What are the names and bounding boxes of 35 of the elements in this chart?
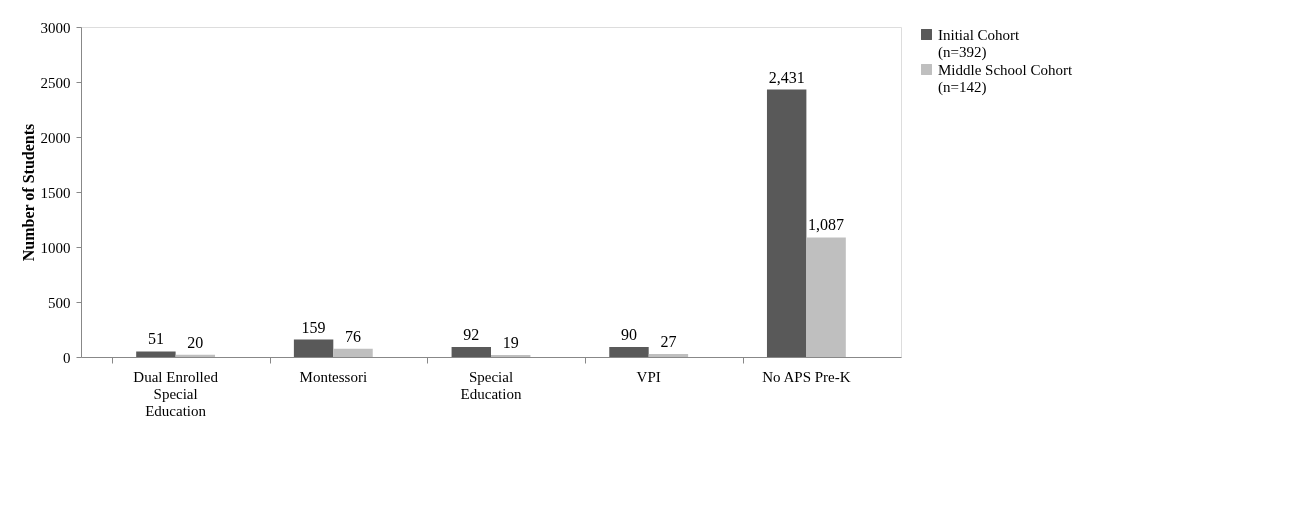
data-label: 159	[301, 318, 326, 336]
x-tick-label: VPI	[636, 368, 661, 385]
bar	[136, 351, 176, 357]
bar	[806, 237, 846, 357]
data-label: 2,431	[768, 68, 805, 86]
x-tick-label: Special Education	[460, 368, 522, 402]
bar	[609, 347, 649, 357]
legend-label: Initial Cohort (n=392)	[938, 26, 1021, 61]
bar	[293, 339, 334, 357]
data-label: 76	[345, 327, 362, 345]
y-tick-label: 0	[63, 349, 71, 366]
bar	[333, 348, 373, 357]
bar	[175, 354, 216, 357]
y-tick-label: 500	[48, 294, 71, 311]
x-tick-label: No APS Pre-K	[762, 368, 851, 385]
bar	[491, 354, 531, 357]
x-tick-label: Dual Enrolled Special Education	[133, 368, 219, 419]
y-tick-label: 1000	[40, 239, 71, 256]
bar	[648, 354, 689, 357]
data-label: 90	[620, 326, 637, 344]
y-tick-label: 3000	[40, 19, 71, 36]
data-label: 20	[187, 333, 204, 351]
x-tick-label: Montessori	[299, 368, 368, 385]
y-tick-label: 1500	[40, 184, 71, 201]
data-label: 92	[463, 325, 480, 343]
data-label: 51	[147, 330, 164, 348]
legend-label: Middle School Cohort (n=142)	[938, 61, 1073, 96]
data-label: 19	[502, 333, 519, 351]
y-tick-label: 2000	[40, 129, 71, 146]
y-axis-title: Number of Students	[19, 123, 37, 262]
data-label: 27	[660, 333, 677, 351]
y-tick-label: 2500	[40, 74, 71, 91]
bar	[766, 89, 807, 357]
data-label: 1,087	[808, 216, 845, 234]
bar	[451, 346, 491, 357]
